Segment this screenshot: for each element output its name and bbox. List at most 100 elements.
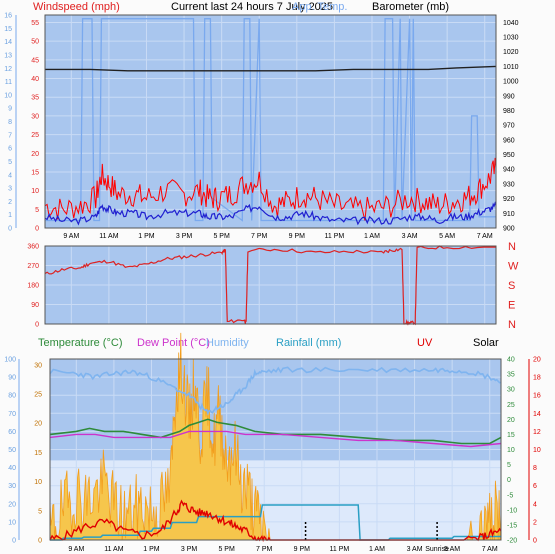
wind-x-tick: 7 AM	[477, 233, 493, 240]
uv-tick: 10	[533, 447, 541, 454]
rain-tick: 30	[34, 362, 42, 369]
wind-y-tick: 15	[31, 169, 39, 176]
temp-x-tick: 11 PM	[330, 546, 350, 553]
temp-x-tick: 1 PM	[143, 546, 160, 553]
beaufort-tick: 4	[8, 172, 12, 179]
wind-x-tick: 11 AM	[99, 233, 118, 240]
beaufort-tick: 13	[4, 52, 12, 59]
barometer-label: Barometer (mb)	[372, 1, 449, 13]
temp-x-tick: 1 AM	[369, 546, 385, 553]
barometer-tick: 920	[503, 196, 515, 203]
compass-tick: W	[508, 261, 519, 273]
temp-right-tick: 30	[507, 387, 515, 394]
beaufort-tick: 12	[4, 66, 12, 73]
uv-tick: 0	[533, 538, 537, 545]
barometer-tick: 1040	[503, 20, 519, 27]
wind-panel: 0510152025303540455055012345678910111213…	[4, 13, 518, 241]
temp-right-tick: 20	[507, 417, 515, 424]
compass-tick: N	[508, 319, 516, 331]
beaufort-tick: 6	[8, 146, 12, 153]
dir-y-tick: 360	[27, 244, 39, 251]
beaufort-tick: 9	[8, 106, 12, 113]
wind-x-tick: 11 PM	[325, 233, 345, 240]
beaufort-tick: 11	[5, 79, 12, 86]
barometer-tick: 930	[503, 181, 515, 188]
temp-right-tick: 40	[507, 357, 515, 364]
humidity-tick: 40	[8, 465, 16, 472]
uv-tick: 16	[533, 393, 541, 400]
rain-tick: 0	[38, 538, 42, 545]
uv-tick: 8	[533, 465, 537, 472]
wind-y-tick: 45	[31, 57, 39, 64]
temp-plot-border	[49, 358, 502, 541]
temp-right-tick: -5	[507, 492, 513, 499]
temp-right-tick: 15	[507, 432, 515, 439]
barometer-tick: 1030	[503, 35, 519, 42]
beaufort-tick: 10	[4, 92, 12, 99]
uv-tick: 6	[533, 483, 537, 490]
uv-tick: 12	[533, 429, 541, 436]
humidity-tick: 30	[8, 483, 16, 490]
wind-x-tick: 5 PM	[213, 233, 230, 240]
temp-x-tick: 9 PM	[294, 546, 311, 553]
uv-tick: 14	[533, 411, 541, 418]
temp-x-tick: 7 AM	[482, 546, 498, 553]
wind-x-tick: 9 PM	[289, 233, 306, 240]
temp-right-tick: 0	[507, 477, 511, 484]
wind-plot-border	[44, 14, 497, 229]
temp-x-tick: 7 PM	[256, 546, 273, 553]
wind-y-tick: 55	[31, 20, 39, 27]
legend-humidity: Humidity	[206, 337, 249, 349]
wind-y-tick: 20	[31, 151, 39, 158]
wind-y-tick: 40	[31, 76, 39, 83]
legend-uv: UV	[417, 337, 433, 349]
temp-right-tick: 10	[507, 447, 515, 454]
wind-y-tick: 25	[31, 132, 39, 139]
barometer-tick: 970	[503, 123, 515, 130]
beaufort-tick: 2	[8, 199, 12, 206]
compass-tick: E	[508, 300, 515, 312]
humidity-tick: 70	[8, 411, 16, 418]
barometer-tick: 1010	[503, 64, 519, 71]
humidity-tick: 0	[12, 538, 16, 545]
beaufort-tick: 7	[8, 132, 12, 139]
dir-y-tick: 180	[27, 283, 39, 290]
beaufort-tick: 8	[8, 119, 12, 126]
humidity-line	[49, 366, 502, 416]
legend-dewpoint: Dew Point (°C)	[137, 337, 210, 349]
temp-x-tick: 11 AM	[104, 546, 123, 553]
temp-right-tick: 35	[507, 372, 515, 379]
uv-tick: 18	[533, 375, 541, 382]
wind-x-tick: 5 AM	[439, 233, 455, 240]
temp-x-tick: 5 AM	[444, 546, 460, 553]
wind-plot-area	[45, 15, 496, 228]
compass-tick: S	[508, 280, 515, 292]
temp-right-tick: -15	[507, 522, 517, 529]
barometer-tick: 1000	[503, 79, 519, 86]
wind-x-tick: 1 PM	[138, 233, 155, 240]
barometer-tick: 1020	[503, 49, 519, 56]
legend-solar: Solar	[473, 337, 499, 349]
sunrise-label: Sunrise	[425, 546, 449, 553]
temperature-panel: 0102030405060708090100051015202530-20-15…	[4, 332, 541, 553]
wind-y-tick: 50	[31, 39, 39, 46]
barometer-tick: 980	[503, 108, 515, 115]
temp-x-tick: 9 AM	[68, 546, 84, 553]
beaufort-tick: 5	[8, 159, 12, 166]
wind-y-tick: 10	[31, 188, 39, 195]
beaufort-tick: 3	[8, 186, 12, 193]
barometer-tick: 950	[503, 152, 515, 159]
beaufort-tick: 1	[8, 212, 12, 219]
wind-direction-line	[44, 245, 496, 326]
wind-x-tick: 7 PM	[251, 233, 268, 240]
compass-tick: N	[508, 241, 516, 253]
wind-x-tick: 3 PM	[176, 233, 193, 240]
humidity-tick: 10	[8, 519, 16, 526]
uv-tick: 20	[533, 357, 541, 364]
apptemp-label: App. Temp.	[292, 1, 347, 13]
wind-y-tick: 30	[31, 113, 39, 120]
dewpoint-line	[49, 430, 502, 448]
wind-y-tick: 5	[35, 207, 39, 214]
